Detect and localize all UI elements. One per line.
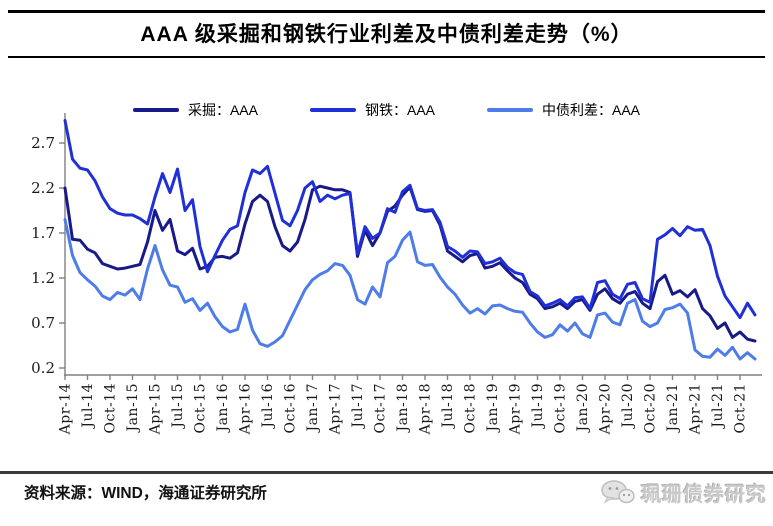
svg-text:Apr-19: Apr-19 [508,383,524,435]
svg-text:2.2: 2.2 [31,179,55,197]
wechat-icon [601,479,635,503]
legend-item-mining: 采掘：AAA [132,100,258,120]
svg-text:Oct-16: Oct-16 [283,383,299,434]
svg-text:Jul-14: Jul-14 [80,383,96,430]
svg-text:Apr-17: Apr-17 [328,383,344,435]
title-divider [8,56,765,58]
svg-text:Jan-15: Jan-15 [125,383,141,434]
footer-divider [0,471,773,474]
svg-text:Apr-20: Apr-20 [598,383,614,435]
source-note: 资料来源：WIND，海通证券研究所 [24,485,267,502]
bond-spread-line-swatch [487,108,533,112]
svg-text:Jul-16: Jul-16 [260,383,276,430]
svg-text:Oct-15: Oct-15 [193,383,209,434]
watermark-text: 珮珊债券研究 [641,484,767,506]
svg-text:Oct-20: Oct-20 [643,383,659,434]
svg-text:Jan-21: Jan-21 [665,383,681,434]
svg-text:Apr-21: Apr-21 [688,383,704,435]
svg-text:Jul-15: Jul-15 [170,383,186,430]
svg-text:Jul-21: Jul-21 [710,383,726,430]
svg-text:Apr-15: Apr-15 [148,383,164,435]
page-title: AAA 级采掘和钢铁行业利差及中债利差走势（%） [140,23,633,46]
legend-label: 钢铁：AAA [364,102,435,118]
svg-text:Apr-16: Apr-16 [238,383,254,435]
svg-text:Jan-20: Jan-20 [575,383,591,434]
svg-text:Jan-17: Jan-17 [305,383,321,434]
svg-text:Jul-18: Jul-18 [440,383,456,430]
steel-line-swatch [309,108,356,112]
svg-text:Apr-18: Apr-18 [418,383,434,435]
svg-text:1.2: 1.2 [31,269,55,287]
svg-text:2.7: 2.7 [31,134,55,152]
top-divider [8,10,765,13]
svg-text:Jul-17: Jul-17 [350,383,366,430]
svg-text:Jul-19: Jul-19 [530,383,546,430]
svg-text:Oct-19: Oct-19 [553,383,569,434]
legend-item-steel: 钢铁：AAA [309,100,435,120]
svg-text:0.2: 0.2 [31,359,55,377]
svg-text:Jan-16: Jan-16 [215,383,231,434]
svg-text:Oct-17: Oct-17 [373,383,389,434]
svg-text:0.7: 0.7 [31,314,55,332]
legend-label: 中债利差：AAA [542,102,641,118]
svg-text:Apr-14: Apr-14 [58,383,74,435]
svg-text:Oct-14: Oct-14 [103,383,119,434]
svg-text:1.7: 1.7 [31,224,55,242]
legend-item-bond-spread: 中债利差：AAA [487,100,640,120]
svg-text:Jan-19: Jan-19 [485,383,501,434]
svg-text:Oct-18: Oct-18 [463,383,479,434]
mining-line-swatch [132,108,179,112]
svg-text:Jul-20: Jul-20 [620,383,636,430]
svg-text:Oct-21: Oct-21 [733,383,749,434]
watermark: 珮珊债券研究 [601,478,767,507]
legend-label: 采掘：AAA [187,102,258,118]
svg-text:Jan-18: Jan-18 [395,383,411,434]
chart-legend: 采掘：AAA 钢铁：AAA 中债利差：AAA [0,99,773,121]
